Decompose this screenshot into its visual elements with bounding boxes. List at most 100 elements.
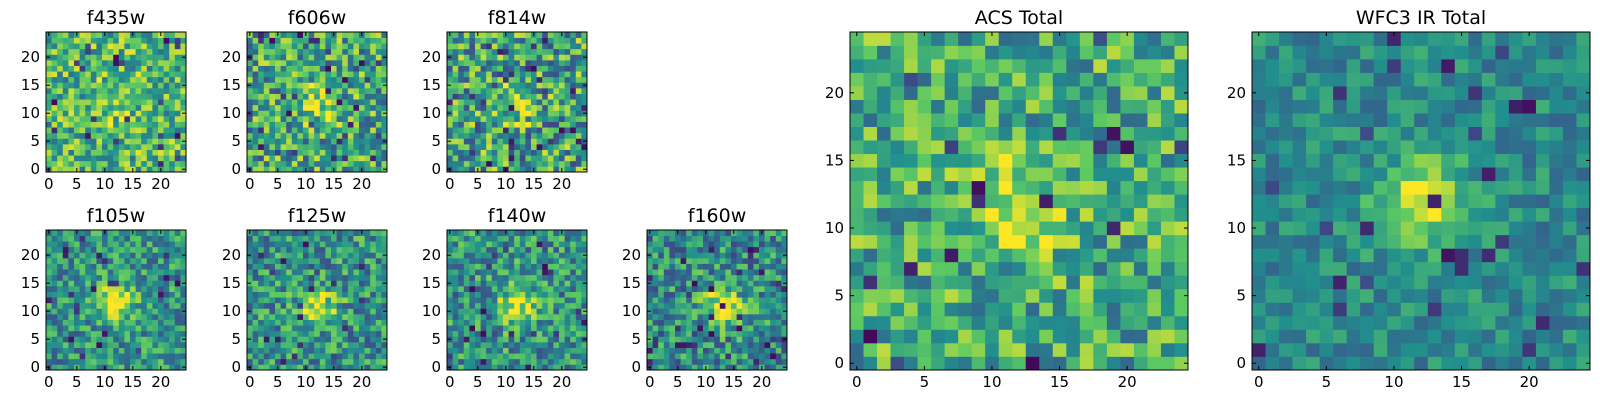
heatmap-cell — [463, 110, 470, 117]
heatmap-cell — [691, 269, 698, 276]
heatmap-cell — [342, 144, 349, 150]
heatmap-cell — [90, 258, 97, 264]
heatmap-cell — [469, 347, 476, 354]
heatmap-cell — [342, 286, 349, 292]
heatmap-cell — [263, 314, 270, 320]
heatmap-cell — [74, 99, 80, 106]
heatmap-cell — [680, 297, 687, 304]
heatmap-cell — [269, 48, 276, 55]
heatmap-cell — [708, 347, 715, 354]
heatmap-cell — [163, 291, 170, 298]
heatmap-cell — [731, 241, 737, 248]
heatmap-cell — [519, 269, 526, 276]
heatmap-cell — [263, 144, 270, 150]
heatmap-cell — [263, 166, 270, 173]
heatmap-cell — [113, 364, 120, 371]
heatmap-cell — [180, 258, 187, 264]
heatmap-cell — [146, 127, 153, 134]
heatmap-cell — [130, 325, 136, 332]
heatmap-cell — [447, 121, 453, 128]
heatmap-cell — [503, 347, 509, 354]
heatmap-cell — [308, 99, 315, 106]
heatmap-cell — [725, 263, 732, 270]
heatmap-cell — [135, 269, 142, 276]
heatmap-cell — [480, 166, 487, 173]
heatmap-cell — [458, 149, 465, 156]
heatmap-cell — [985, 329, 1000, 344]
heatmap-cell — [314, 297, 321, 304]
heatmap-cell — [531, 138, 537, 145]
heatmap-cell — [286, 252, 293, 259]
heatmap-cell — [764, 347, 771, 354]
heatmap-cell — [452, 132, 459, 139]
heatmap-cell — [564, 364, 571, 371]
heatmap-cell — [1052, 275, 1067, 290]
heatmap-cell — [753, 286, 760, 292]
heatmap-cell — [336, 319, 343, 326]
heatmap-cell — [247, 314, 253, 320]
heatmap-cell — [353, 138, 360, 145]
heatmap-cell — [503, 155, 509, 162]
heatmap-cell — [118, 308, 125, 315]
heatmap-cell — [514, 330, 521, 337]
heatmap-cell — [359, 104, 365, 111]
heatmap-cell — [475, 302, 481, 309]
heatmap-cell — [163, 54, 170, 61]
heatmap-cell — [247, 353, 253, 360]
heatmap-cell — [46, 93, 52, 100]
heatmap-cell — [247, 263, 253, 270]
heatmap-cell — [463, 60, 470, 66]
heatmap-cell — [1025, 275, 1040, 290]
heatmap-cell — [336, 71, 343, 78]
heatmap-cell — [314, 43, 321, 50]
heatmap-cell — [263, 138, 270, 145]
heatmap-cell — [486, 82, 493, 89]
heatmap-cell — [57, 308, 64, 315]
heatmap-cell — [331, 314, 337, 320]
heatmap-cell — [252, 54, 259, 61]
heatmap-cell — [102, 99, 108, 106]
heatmap-cell — [68, 302, 75, 309]
heatmap-cell — [559, 71, 565, 78]
heatmap-cell — [359, 144, 365, 150]
heatmap-cell — [303, 110, 309, 117]
heatmap-cell — [90, 166, 97, 173]
heatmap-cell — [141, 32, 148, 38]
heatmap-cell — [719, 342, 726, 348]
heatmap-cell — [130, 60, 136, 66]
heatmap-cell — [286, 82, 293, 89]
heatmap-cell — [475, 286, 481, 292]
heatmap-cell — [62, 132, 69, 139]
heatmap-cell — [570, 138, 577, 145]
heatmap-cell — [314, 138, 321, 145]
heatmap-cell — [1079, 288, 1094, 303]
heatmap-cell — [158, 121, 164, 128]
heatmap-cell — [291, 76, 298, 83]
heatmap-cell — [308, 93, 315, 100]
heatmap-cell — [359, 121, 365, 128]
heatmap-cell — [575, 127, 582, 134]
heatmap-cell — [325, 325, 332, 332]
heatmap-cell — [135, 54, 142, 61]
heatmap-cell — [542, 353, 549, 360]
heatmap-cell — [252, 65, 259, 72]
heatmap-cell — [364, 274, 371, 281]
heatmap-cell — [325, 99, 332, 106]
heatmap-cell — [85, 48, 92, 55]
heatmap-cell — [331, 138, 337, 145]
heatmap-cell — [904, 356, 918, 371]
heatmap-cell — [581, 37, 588, 44]
heatmap-cell — [658, 347, 665, 354]
heatmap-cell — [708, 336, 715, 343]
heatmap-cell — [850, 261, 864, 276]
heatmap-cell — [90, 235, 97, 242]
heatmap-cell — [725, 319, 732, 326]
heatmap-cell — [169, 160, 176, 167]
heatmap-cell — [719, 364, 726, 371]
heatmap-cell — [342, 274, 349, 281]
heatmap-cell — [286, 241, 293, 248]
heatmap-cell — [697, 258, 704, 264]
heatmap-cell — [107, 358, 114, 365]
heatmap-cell — [107, 314, 114, 320]
heatmap-cell — [286, 99, 293, 106]
